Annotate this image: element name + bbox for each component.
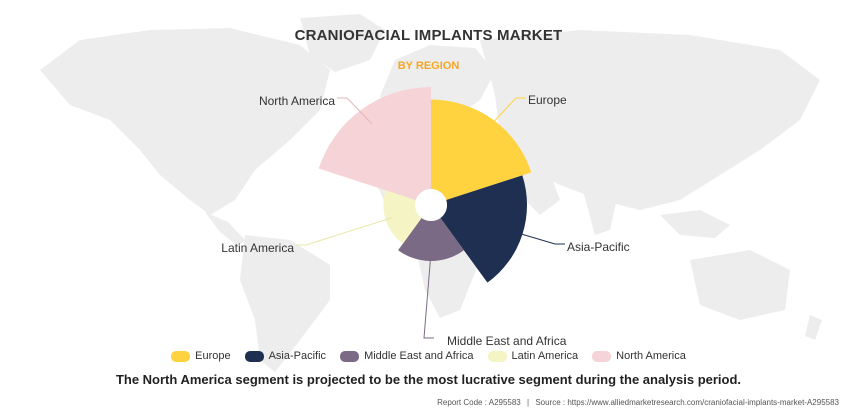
legend-item[interactable]: Asia-Pacific <box>244 350 327 362</box>
segment-middle-east-and-africa[interactable] <box>398 217 464 262</box>
chart-subtitle: BY REGION <box>397 60 460 72</box>
polar-segments <box>318 87 532 283</box>
legend-swatch <box>592 350 612 362</box>
legend-item[interactable]: North America <box>592 350 686 362</box>
leader-line-1 <box>508 229 565 245</box>
segment-europe[interactable] <box>431 99 532 201</box>
source-link[interactable]: Source : https://www.alliedmarketresearc… <box>535 398 839 407</box>
segment-label: Europe <box>528 93 567 107</box>
report-code: Report Code : A295583 <box>437 398 521 407</box>
footer-separator: | <box>527 398 530 407</box>
segment-latin-america[interactable] <box>383 190 422 244</box>
leader-line-0 <box>483 97 526 133</box>
segment-label: Latin America <box>221 241 294 255</box>
leader-line-3 <box>296 217 393 246</box>
footer: Report Code : A295583 | Source : https:/… <box>437 398 839 407</box>
segment-label: Middle East and Africa <box>447 334 567 348</box>
legend-swatch <box>244 350 264 362</box>
legend-item[interactable]: Europe <box>171 350 231 362</box>
legend-item[interactable]: Latin America <box>487 350 579 362</box>
segment-label: Asia-Pacific <box>567 240 630 254</box>
legend-label: Latin America <box>511 350 579 362</box>
segment-leader-lines <box>296 97 565 339</box>
legend-label: North America <box>616 350 686 362</box>
legend-swatch <box>171 350 191 362</box>
segment-asia-pacific[interactable] <box>440 175 528 283</box>
chart-caption: The North America segment is projected t… <box>115 372 742 387</box>
legend-item[interactable]: Middle East and Africa <box>340 350 474 362</box>
legend-label: Middle East and Africa <box>364 350 474 362</box>
legend: Europe Asia-Pacific Middle East and Africa… <box>0 350 857 362</box>
chart-title: CRANIOFACIAL IMPLANTS MARKET <box>294 27 563 44</box>
world-map-background <box>40 14 822 372</box>
legend-label: Asia-Pacific <box>268 350 327 362</box>
center-hole <box>415 189 447 221</box>
leader-line-2 <box>423 252 434 339</box>
legend-swatch <box>487 350 507 362</box>
legend-swatch <box>340 350 360 362</box>
segment-label: North America <box>259 94 335 108</box>
legend-label: Europe <box>195 350 231 362</box>
leader-line-4 <box>337 97 373 125</box>
segment-north-america[interactable] <box>318 87 431 201</box>
segment-labels: Europe Asia-Pacific Middle East and Africa… <box>221 93 629 348</box>
